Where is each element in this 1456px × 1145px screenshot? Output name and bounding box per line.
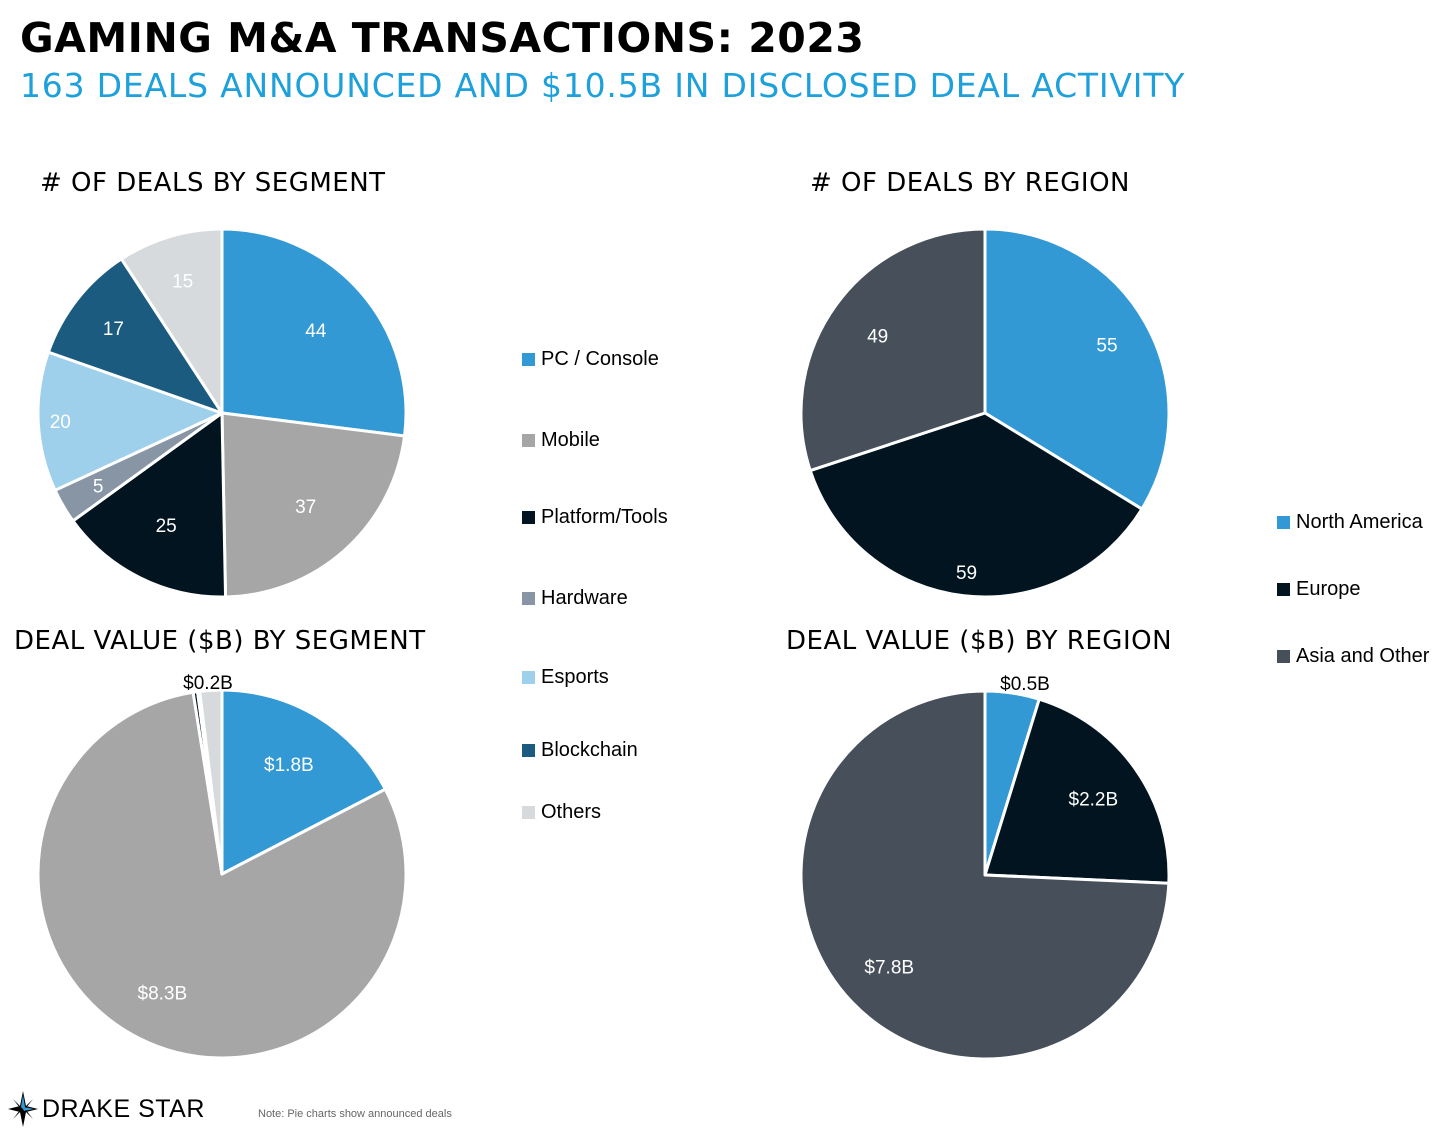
pie-value-by-region: $0.5B $2.2B $7.8B: [799, 674, 1171, 1061]
pie-label-north-america: 55: [1096, 336, 1117, 357]
chart-title-deals-by-region: # OF DEALS BY REGION: [810, 168, 1131, 198]
pie-deals-by-region: 55 59 49: [799, 227, 1171, 599]
chart-title-value-by-region: DEAL VALUE ($B) BY REGION: [786, 626, 1173, 656]
pie-slice-asia-and-other: [799, 227, 987, 473]
pie-slice-platform-tools: [71, 411, 228, 599]
legend-item-esports: Esports: [522, 666, 609, 689]
legend-swatch: [1277, 516, 1290, 529]
pie-label-europe: $2.2B: [1069, 790, 1119, 811]
legend-swatch: [522, 353, 535, 366]
pie-slice-pc-console: [220, 227, 408, 438]
pie-slice-others: [198, 688, 224, 876]
pie-slice-asia-and-other: [799, 689, 1171, 1061]
pie-label-esports: 20: [50, 412, 71, 433]
legend-item-hardware: Hardware: [522, 587, 628, 610]
legend-swatch: [522, 806, 535, 819]
pie-deals-by-segment: 44 37 25 5 20 17 15: [36, 227, 408, 599]
pie-label-mobile: 37: [295, 497, 316, 518]
legend-item-others: Others: [522, 801, 601, 824]
page-subtitle: 163 DEALS ANNOUNCED AND $10.5B IN DISCLO…: [20, 66, 1186, 105]
legend-swatch: [1277, 583, 1290, 596]
pie-label-pc-console: $1.8B: [264, 755, 314, 776]
pie-slice-others: [119, 227, 224, 415]
pie-slice-north-america: [983, 227, 1171, 511]
page-title: GAMING M&A TRANSACTIONS: 2023: [20, 14, 865, 62]
legend-label: Blockchain: [541, 739, 638, 761]
legend-swatch: [522, 671, 535, 684]
legend-item-blockchain: Blockchain: [522, 739, 638, 762]
pie-slice-europe: [808, 411, 1144, 599]
legend-label: Hardware: [541, 587, 628, 609]
pie-label-pc-console: 44: [305, 321, 327, 342]
legend-label: Asia and Other: [1296, 645, 1430, 667]
pie-slice-europe: [983, 697, 1171, 885]
chart-title-deals-by-segment: # OF DEALS BY SEGMENT: [40, 168, 386, 198]
pie-label-asia-and-other: $7.8B: [864, 958, 914, 979]
legend-item-north-america: North America: [1277, 511, 1423, 534]
legend-swatch: [522, 592, 535, 605]
legend-label: Esports: [541, 666, 609, 688]
pie-label-asia-and-other: 49: [867, 326, 888, 347]
compass-star-icon: [8, 1091, 38, 1127]
legend-swatch: [522, 744, 535, 757]
pie-label-platform-tools: 25: [156, 516, 177, 537]
legend-label: Europe: [1296, 578, 1361, 600]
legend-item-asia-other: Asia and Other: [1277, 645, 1429, 668]
legend-item-platform-tools: Platform/Tools: [522, 506, 668, 529]
pie-label-north-america: $0.5B: [1000, 674, 1050, 695]
pie-label-blockchain: 17: [103, 319, 124, 340]
legend-item-mobile: Mobile: [522, 429, 600, 452]
legend-item-pc-console: PC / Console: [522, 348, 659, 371]
legend-swatch: [1277, 650, 1290, 663]
pie-slice-pc-console: [220, 688, 387, 876]
pie-label-europe: 59: [956, 563, 977, 584]
drake-star-logo: DRAKE STAR: [8, 1091, 205, 1127]
legend-label: North America: [1296, 511, 1423, 533]
pie-label-mobile: $8.3B: [138, 983, 188, 1004]
footnote: Note: Pie charts show announced deals: [258, 1108, 452, 1120]
legend-label: Others: [541, 801, 602, 823]
legend-label: PC / Console: [541, 348, 659, 370]
legend-label: Platform/Tools: [541, 506, 668, 528]
legend-item-europe: Europe: [1277, 578, 1361, 601]
logo-text: DRAKE STAR: [42, 1094, 205, 1123]
legend-swatch: [522, 434, 535, 447]
pie-label-hardware: 5: [93, 477, 104, 498]
legend-label: Mobile: [541, 429, 600, 451]
legend-swatch: [522, 511, 535, 524]
pie-slice-esports: [36, 350, 224, 492]
pie-slice-mobile: [220, 411, 407, 599]
pie-slice-blockchain: [46, 257, 224, 415]
pie-value-by-segment: $1.8B $8.3B $0.2B: [36, 673, 408, 1060]
chart-title-value-by-segment: DEAL VALUE ($B) BY SEGMENT: [14, 626, 426, 656]
pie-label-others: $0.2B: [183, 673, 233, 694]
pie-label-others: 15: [172, 272, 193, 293]
